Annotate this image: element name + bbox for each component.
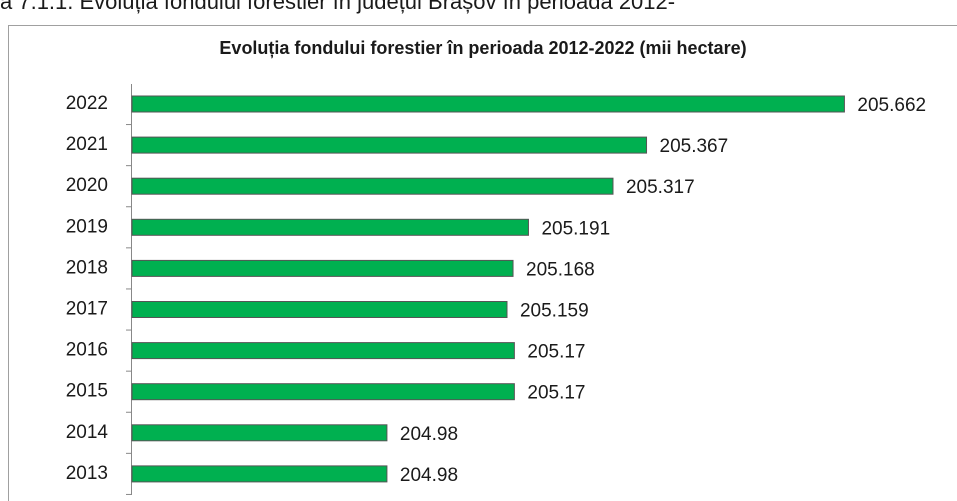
chart-title: Evoluția fondului forestier în perioada … bbox=[219, 38, 746, 58]
y-tick-label: 2020 bbox=[66, 175, 108, 196]
bar bbox=[131, 465, 388, 483]
value-label: 205.159 bbox=[520, 301, 589, 322]
bar bbox=[131, 177, 614, 195]
y-tick-label: 2016 bbox=[66, 340, 108, 361]
value-label: 205.17 bbox=[527, 383, 585, 404]
bar bbox=[131, 301, 508, 318]
value-label: 205.168 bbox=[526, 259, 595, 280]
y-tick-label: 2014 bbox=[66, 422, 109, 443]
bar bbox=[131, 342, 515, 360]
value-label: 205.367 bbox=[660, 136, 729, 157]
value-label: 205.317 bbox=[626, 177, 695, 198]
y-tick-label: 2015 bbox=[66, 381, 108, 402]
y-tick-label: 2019 bbox=[66, 216, 108, 237]
value-label: 205.17 bbox=[527, 342, 585, 363]
y-tick-label: 2021 bbox=[66, 134, 108, 155]
y-tick-label: 2022 bbox=[66, 93, 108, 114]
caption: a 7.1.1. Evoluția fondului forestier în … bbox=[0, 0, 675, 14]
y-tick-label: 2017 bbox=[66, 299, 108, 320]
y-tick-label: 2013 bbox=[66, 463, 108, 484]
value-label: 204.98 bbox=[400, 465, 458, 486]
value-label: 204.98 bbox=[400, 424, 458, 445]
bar bbox=[131, 424, 388, 442]
value-label: 205.191 bbox=[541, 218, 610, 239]
bar bbox=[131, 259, 514, 277]
bar bbox=[131, 383, 515, 401]
y-tick-label: 2018 bbox=[66, 257, 108, 278]
bar bbox=[131, 95, 845, 113]
value-label: 205.662 bbox=[857, 95, 926, 116]
bar bbox=[131, 136, 648, 154]
bar bbox=[131, 218, 529, 236]
